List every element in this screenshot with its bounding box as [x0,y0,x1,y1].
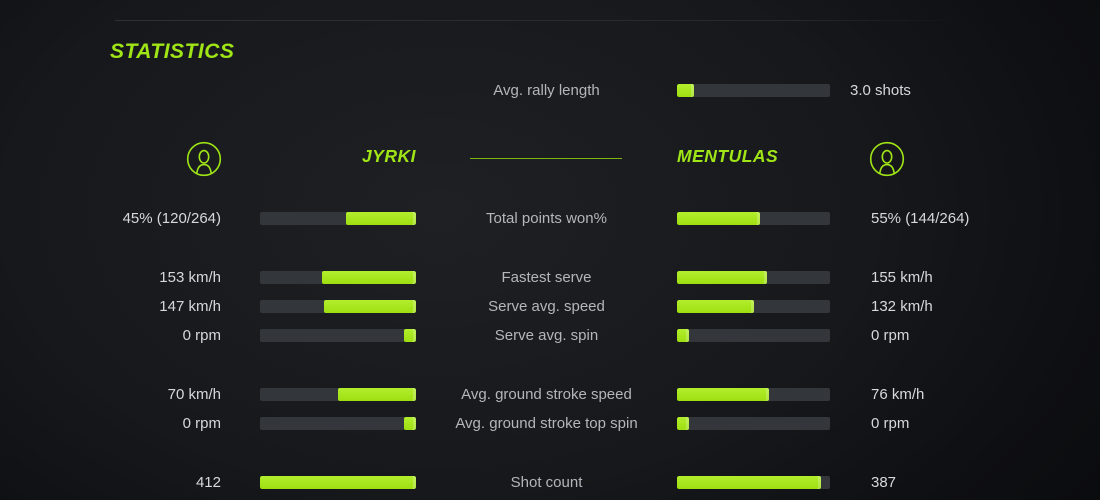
top-divider [115,20,960,21]
left-bar [260,212,416,225]
left-bar-fill [260,476,416,489]
right-bar [677,329,830,342]
right-value: 132 km/h [871,298,933,315]
left-bar-fill [403,329,416,342]
right-bar [677,212,830,225]
right-bar [677,476,830,489]
right-value: 155 km/h [871,269,933,286]
stat-label: Fastest serve [501,269,592,286]
right-bar [677,271,830,284]
right-bar [677,300,830,313]
stat-label: Serve avg. speed [488,298,605,315]
left-value: 0 rpm [182,327,221,344]
person-icon [869,141,905,177]
table-row: 412 Shot count 387 [0,468,1100,497]
left-value: 153 km/h [159,269,221,286]
table-row: 153 km/h Fastest serve 155 km/h [0,263,1100,292]
player-name-right: MENTULAS [677,146,779,166]
left-value: 147 km/h [159,298,221,315]
table-row: 0 rpm Serve avg. spin 0 rpm [0,321,1100,350]
center-divider [470,158,622,159]
rally-value: 3.0 shots [850,81,911,99]
stat-label: Shot count [510,474,583,491]
table-row: 45% (120/264) Total points won% 55% (144… [0,204,1100,233]
rally-bar [677,83,830,97]
right-value: 0 rpm [871,415,910,432]
left-value: 0 rpm [182,415,221,432]
right-value: 0 rpm [871,327,910,344]
right-bar-fill [677,388,769,401]
right-value: 76 km/h [871,386,925,403]
left-bar-fill [403,417,416,430]
left-bar-fill [338,388,416,401]
left-bar-fill [322,271,416,284]
rally-bar-fill [677,83,694,97]
stat-label: Avg. ground stroke top spin [455,415,638,432]
right-bar-fill [677,212,760,225]
right-bar-fill [677,329,690,342]
left-bar-fill [345,212,416,225]
right-bar [677,388,830,401]
right-value: 387 [871,474,897,491]
left-bar-fill [323,300,416,313]
left-bar [260,388,416,401]
left-bar [260,300,416,313]
table-row: 70 km/h Avg. ground stroke speed 76 km/h [0,380,1100,409]
left-bar [260,476,416,489]
left-bar [260,329,416,342]
right-bar [677,417,830,430]
rally-row: Avg. rally length 3.0 shots [0,77,1100,103]
player-name-left: JYRKI [361,146,416,166]
page-title: STATISTICS [110,40,235,63]
right-bar-fill [677,271,768,284]
stat-label: Avg. ground stroke speed [461,386,632,403]
person-icon [186,141,222,177]
left-value: 412 [195,474,221,491]
table-row: 0 rpm Avg. ground stroke top spin 0 rpm [0,409,1100,438]
right-bar-fill [677,300,754,313]
stat-label: Total points won% [486,210,607,227]
right-value: 55% (144/264) [871,210,970,227]
left-bar [260,417,416,430]
left-value: 70 km/h [167,386,221,403]
stats-table: 45% (120/264) Total points won% 55% (144… [0,204,1100,497]
stat-label: Serve avg. spin [494,327,599,344]
left-value: 45% (120/264) [122,210,221,227]
right-bar-fill [677,417,690,430]
right-bar-fill [677,476,821,489]
left-bar [260,271,416,284]
rally-label: Avg. rally length [493,81,600,99]
table-row: 147 km/h Serve avg. speed 132 km/h [0,292,1100,321]
